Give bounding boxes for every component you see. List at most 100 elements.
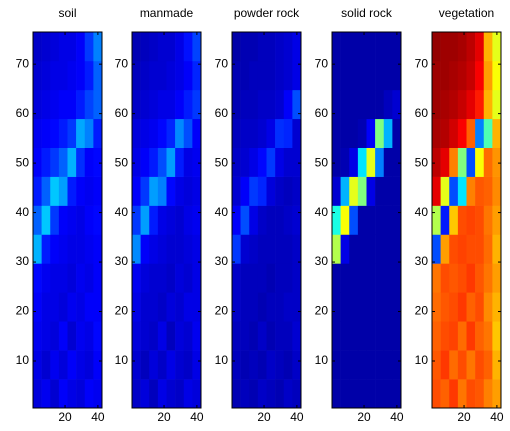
- heatmap-cell: [349, 89, 359, 120]
- heatmap-cell: [84, 118, 94, 148]
- heatmap-cell: [357, 176, 367, 206]
- heatmap-cell: [192, 176, 202, 206]
- heatmap-cell: [240, 321, 250, 351]
- heatmap-cell: [33, 60, 42, 91]
- heatmap-cell: [50, 292, 60, 322]
- heatmap-cell: [457, 379, 467, 409]
- axes-frame: [331, 31, 402, 409]
- heatmap-cell: [257, 234, 267, 264]
- heatmap-cell: [349, 292, 359, 322]
- heatmap-cell: [50, 118, 60, 148]
- heatmap-cell: [76, 60, 86, 91]
- heatmap-cell: [483, 147, 493, 177]
- panel-title: solid rock: [341, 6, 393, 20]
- heatmap-cell: [340, 60, 350, 91]
- heatmap-cell: [33, 89, 42, 120]
- heatmap-cell: [76, 176, 86, 206]
- heatmap-cell: [357, 60, 367, 91]
- heatmap-cell: [383, 89, 393, 120]
- heatmap-cell: [457, 292, 467, 322]
- heatmap-cell: [357, 379, 367, 409]
- heatmap-cell: [166, 205, 176, 235]
- heatmap-cell: [157, 147, 167, 177]
- heatmap-cell: [266, 321, 276, 351]
- y-tick-label: 30: [215, 254, 229, 268]
- y-tick-label: 20: [315, 304, 329, 318]
- heatmap-cell: [257, 350, 267, 380]
- heatmap-cell: [432, 234, 441, 264]
- heatmap-cell: [58, 147, 68, 177]
- heatmap-cell: [292, 118, 302, 148]
- heatmap-cell: [33, 176, 42, 206]
- heatmap-cell: [340, 32, 350, 62]
- heatmap-cell: [466, 89, 476, 120]
- heatmap-cell: [266, 205, 276, 235]
- heatmap-cell: [166, 350, 176, 380]
- heatmap-cell: [392, 321, 402, 351]
- x-tick-label: 40: [390, 410, 404, 424]
- heatmap-cell: [492, 147, 502, 177]
- heatmap-cell: [432, 379, 441, 409]
- heatmap-cell: [76, 89, 86, 120]
- heatmap-cell: [440, 176, 450, 206]
- heatmap-cell: [93, 176, 103, 206]
- heatmap-cell: [432, 118, 441, 148]
- heatmap-cell: [76, 321, 86, 351]
- heatmap-cell: [392, 234, 402, 264]
- heatmap-cell: [149, 350, 159, 380]
- heatmap-cell: [76, 234, 86, 264]
- y-tick-label: 40: [215, 205, 229, 219]
- heatmap-cell: [466, 379, 476, 409]
- x-tick-label: 20: [58, 410, 72, 424]
- heatmap-cell: [50, 263, 60, 293]
- heatmap-cell: [283, 32, 293, 62]
- heatmap-cell: [67, 205, 77, 235]
- heatmap-cell: [149, 234, 159, 264]
- y-tick-label: 70: [315, 56, 329, 70]
- heatmap-cell: [157, 321, 167, 351]
- heatmap-cell: [166, 60, 176, 91]
- heatmap-cell: [283, 60, 293, 91]
- heatmap-cell: [383, 321, 393, 351]
- heatmap-cell: [375, 292, 385, 322]
- heatmap-cell: [483, 234, 493, 264]
- heatmap-cell: [192, 118, 202, 148]
- heatmap-cell: [232, 292, 241, 322]
- heatmap-cell: [449, 118, 459, 148]
- heatmap-cell: [457, 147, 467, 177]
- heatmap-cell: [132, 292, 141, 322]
- heatmap-cell: [175, 147, 185, 177]
- heatmap-cell: [392, 118, 402, 148]
- heatmap-cell: [392, 292, 402, 322]
- heatmap-cell: [440, 89, 450, 120]
- heatmap-cell: [149, 205, 159, 235]
- heatmap-cell: [67, 147, 77, 177]
- heatmap-cell: [275, 234, 285, 264]
- heatmap-cell: [457, 321, 467, 351]
- heatmap-cell: [166, 147, 176, 177]
- heatmap-cell: [266, 147, 276, 177]
- heatmap-cell: [492, 32, 502, 62]
- heatmap-cell: [183, 176, 193, 206]
- heatmap-cell: [492, 321, 502, 351]
- heatmap-cell: [132, 321, 141, 351]
- heatmap-cell: [84, 379, 94, 409]
- y-tick-label: 30: [115, 254, 129, 268]
- heatmap-cell: [266, 379, 276, 409]
- heatmap-cell: [275, 379, 285, 409]
- heatmap-cell: [366, 60, 376, 91]
- heatmap-cell: [466, 205, 476, 235]
- heatmap-cell: [357, 350, 367, 380]
- heatmap-cell: [283, 292, 293, 322]
- heatmap-cell: [175, 263, 185, 293]
- heatmap-cell: [340, 263, 350, 293]
- heatmap-cell: [183, 147, 193, 177]
- heatmap-cell: [275, 89, 285, 120]
- heatmap-cell: [292, 60, 302, 91]
- heatmap-cell: [132, 205, 141, 235]
- heatmap-cell: [366, 176, 376, 206]
- heatmap-cell: [449, 176, 459, 206]
- heatmap-cell: [292, 147, 302, 177]
- heatmap-cell: [249, 350, 259, 380]
- heatmap-cell: [58, 350, 68, 380]
